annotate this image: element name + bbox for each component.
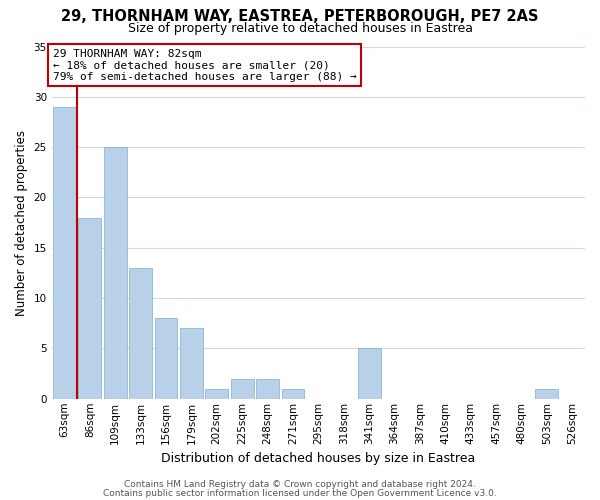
Bar <box>256 378 279 399</box>
Bar <box>180 328 203 399</box>
Bar <box>231 378 254 399</box>
Text: Contains public sector information licensed under the Open Government Licence v3: Contains public sector information licen… <box>103 488 497 498</box>
Bar <box>79 218 101 399</box>
Bar <box>129 268 152 399</box>
X-axis label: Distribution of detached houses by size in Eastrea: Distribution of detached houses by size … <box>161 452 475 465</box>
Bar <box>104 147 127 399</box>
Bar <box>358 348 380 399</box>
Text: 29, THORNHAM WAY, EASTREA, PETERBOROUGH, PE7 2AS: 29, THORNHAM WAY, EASTREA, PETERBOROUGH,… <box>61 9 539 24</box>
Text: Size of property relative to detached houses in Eastrea: Size of property relative to detached ho… <box>128 22 473 35</box>
Bar <box>53 107 76 399</box>
Bar <box>205 388 228 399</box>
Y-axis label: Number of detached properties: Number of detached properties <box>15 130 28 316</box>
Text: Contains HM Land Registry data © Crown copyright and database right 2024.: Contains HM Land Registry data © Crown c… <box>124 480 476 489</box>
Bar <box>535 388 559 399</box>
Bar <box>281 388 304 399</box>
Bar <box>155 318 178 399</box>
Text: 29 THORNHAM WAY: 82sqm
← 18% of detached houses are smaller (20)
79% of semi-det: 29 THORNHAM WAY: 82sqm ← 18% of detached… <box>53 48 356 82</box>
